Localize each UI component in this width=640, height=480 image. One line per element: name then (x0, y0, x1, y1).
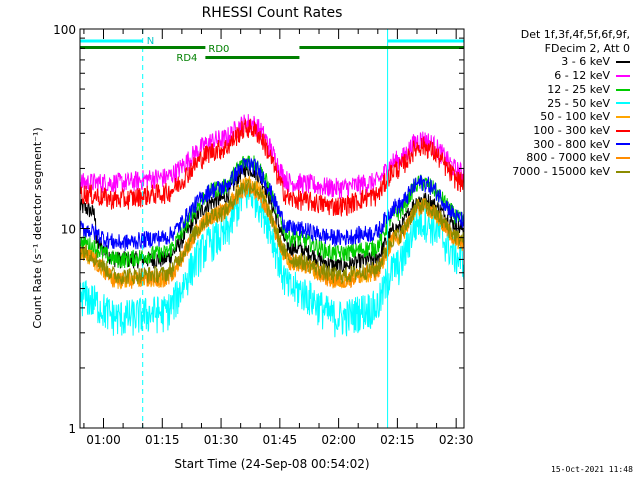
y-tick-label: 10 (61, 223, 76, 237)
x-tick-label: 02:30 (439, 433, 474, 447)
timestamp: 15-Oct-2021 11:48 (551, 465, 633, 474)
legend-entry-50-100: 50 - 100 keV (478, 110, 630, 124)
legend-entry-12-25: 12 - 25 keV (478, 83, 630, 97)
series-line-100-300keV (79, 118, 465, 217)
legend-label: 800 - 7000 keV (526, 151, 610, 165)
legend-swatch (616, 157, 630, 160)
x-tick-label: 01:00 (86, 433, 121, 447)
chart-title: RHESSI Count Rates (202, 5, 343, 21)
series-group (79, 114, 465, 338)
rd0-label: RD0 (208, 44, 229, 55)
legend-swatch (616, 129, 630, 132)
legend-swatch (616, 61, 630, 64)
series-line-300-800keV (79, 157, 465, 251)
legend-swatch (616, 74, 630, 77)
rd4-label: RD4 (176, 53, 197, 64)
legend-swatch (616, 88, 630, 91)
x-tick-label: 01:45 (263, 433, 298, 447)
legend-entry-7000-15000: 7000 - 15000 keV (478, 165, 630, 179)
legend-swatch (616, 102, 630, 105)
x-tick-label: 02:00 (321, 433, 356, 447)
y-tick-label: 1 (68, 422, 76, 436)
legend-label: 3 - 6 keV (561, 55, 610, 69)
legend-entry-6-12: 6 - 12 keV (478, 69, 630, 83)
night-label: N (147, 36, 154, 47)
y-tick-label: 100 (53, 23, 76, 37)
legend-entry-3-6: 3 - 6 keV (478, 55, 630, 69)
legend-entry-300-800: 300 - 800 keV (478, 138, 630, 152)
legend-label: 300 - 800 keV (533, 137, 610, 151)
legend-header-line-1: Det 1f,3f,4f,5f,6f,9f, (520, 28, 630, 41)
legend-header-line-2: FDecim 2, Att 0 (544, 41, 630, 55)
legend-label: 6 - 12 keV (554, 69, 610, 83)
legend: Det 1f,3f,4f,5f,6f,9f, FDecim 2, Att 0 3… (478, 28, 630, 179)
legend-label: 100 - 300 keV (533, 123, 610, 137)
y-axis-label: Count Rate (s⁻¹ detector segment⁻¹) (31, 127, 44, 328)
series-line-7000-15000keV (79, 179, 465, 285)
x-tick-label: 01:15 (145, 433, 180, 447)
legend-entry-100-300: 100 - 300 keV (478, 124, 630, 138)
legend-swatch (616, 116, 630, 119)
axes-group: 01:00 01:15 01:30 01:45 02:00 02:15 02:30 1 10 10… (53, 23, 473, 447)
legend-swatch (616, 170, 630, 173)
x-axis-label: Start Time (24-Sep-08 00:54:02) (174, 457, 369, 471)
legend-entry-25-50: 25 - 50 keV (478, 97, 630, 111)
legend-entry-800-7000: 800 - 7000 keV (478, 151, 630, 165)
legend-label: 7000 - 15000 keV (512, 165, 610, 179)
legend-swatch (616, 143, 630, 146)
legend-label: 25 - 50 keV (547, 96, 610, 110)
legend-label: 50 - 100 keV (540, 110, 610, 124)
x-tick-label: 01:30 (204, 433, 239, 447)
legend-label: 12 - 25 keV (547, 82, 610, 96)
series-line-25-50keV (79, 179, 465, 338)
x-tick-label: 02:15 (380, 433, 415, 447)
